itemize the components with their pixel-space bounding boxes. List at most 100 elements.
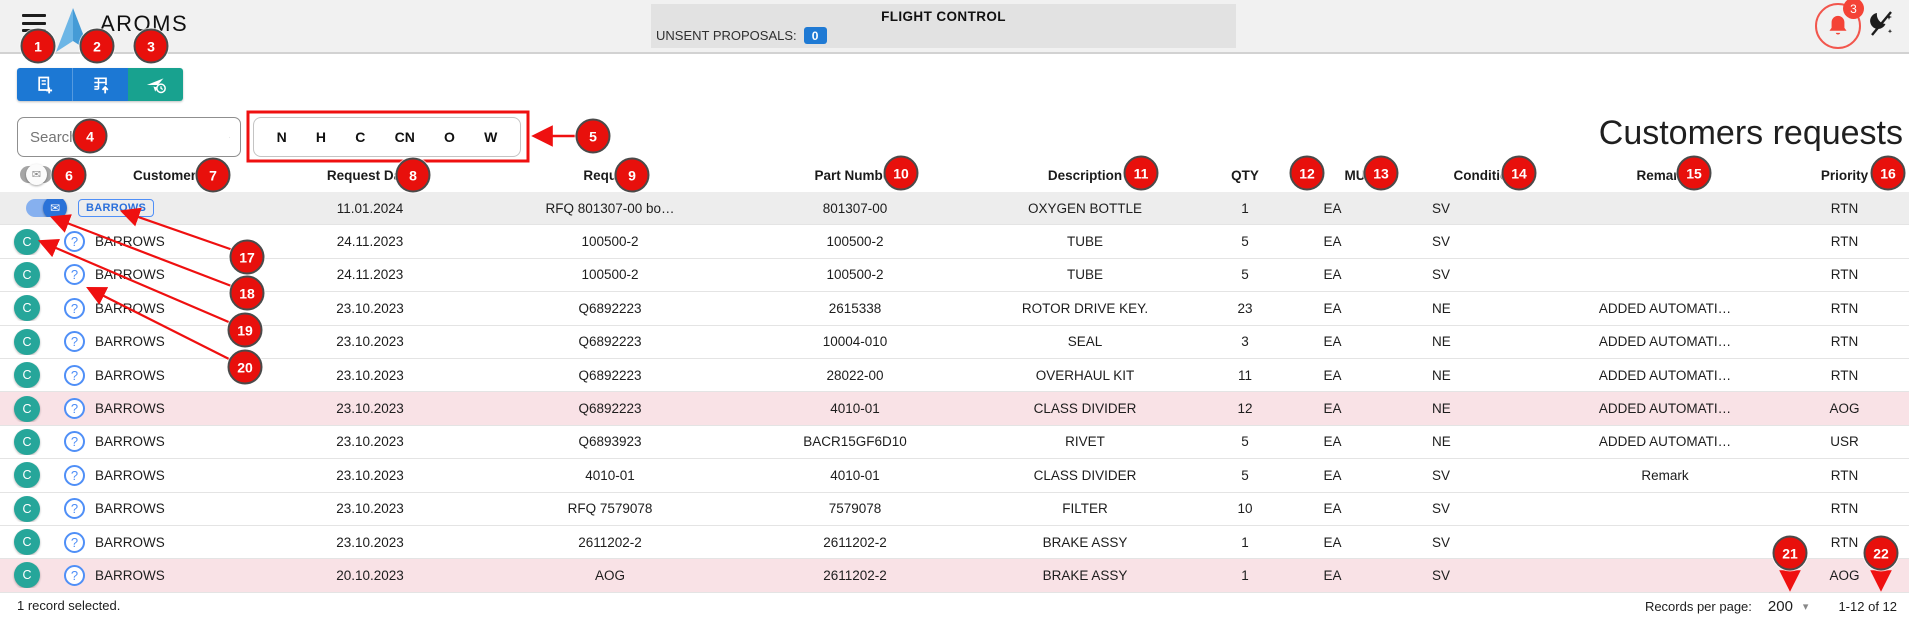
description-cell: BRAKE ASSY <box>1042 567 1128 583</box>
column-header-request[interactable]: Request <box>510 168 710 183</box>
table-row[interactable]: C? BARROWS 23.10.2023 4010-01 4010-01 CLASS D… <box>0 459 1909 493</box>
table-row[interactable]: C? BARROWS 23.10.2023 RFQ 7579078 7579078 FIL… <box>0 492 1909 526</box>
help-icon[interactable]: ? <box>64 331 85 353</box>
column-header-request-date[interactable]: Request Date <box>230 168 510 183</box>
condition-cell: SV <box>1432 234 1451 250</box>
table-row[interactable]: C? BARROWS 23.10.2023 Q6893923 BACR15GF6D10 R… <box>0 425 1909 460</box>
table-row[interactable]: C? BARROWS 23.10.2023 Q6892223 28022-00 OVERH… <box>0 358 1909 393</box>
customer-chip[interactable]: BARROWS <box>78 199 155 218</box>
add-request-button[interactable] <box>17 68 72 101</box>
remarks-cell: ADDED AUTOMATI… <box>1598 334 1732 350</box>
request-cell: RFQ 7579078 <box>567 501 653 517</box>
customer-status-badge: C <box>14 495 40 522</box>
filter-letter-H[interactable]: H <box>315 129 327 145</box>
customer-status-badge: C <box>14 395 40 422</box>
records-per-page-select[interactable]: 200 ▾ <box>1767 597 1809 615</box>
customer-cell: C? BARROWS <box>0 395 230 422</box>
filter-letter-N[interactable]: N <box>276 129 287 145</box>
annotation-badge-13: 13 <box>1363 155 1399 191</box>
request-date-cell: 23.10.2023 <box>336 434 404 450</box>
filter-letter-C[interactable]: C <box>355 129 366 145</box>
table-row[interactable]: C? BARROWS 24.11.2023 100500-2 100500-2 TUBE 5… <box>0 225 1909 259</box>
column-header-customer[interactable]: Customer <box>0 168 230 183</box>
send-history-button[interactable] <box>128 68 183 101</box>
help-icon[interactable]: ? <box>64 464 85 486</box>
envelope-icon: ✉ <box>26 164 47 185</box>
pagination-range: 1-12 of 12 <box>1838 598 1897 614</box>
request-date-cell: 23.10.2023 <box>336 334 404 350</box>
column-header-part-number[interactable]: Part Number <box>710 168 1000 183</box>
mu-cell: EA <box>1323 401 1342 417</box>
help-icon[interactable]: ? <box>64 531 85 553</box>
table-body: ✉ BARROWS 11.01.2024 RFQ 801307-00 bo… 80130… <box>0 192 1909 593</box>
mu-cell: EA <box>1323 501 1342 517</box>
help-icon[interactable]: ? <box>64 398 85 420</box>
table-row[interactable]: C? BARROWS 20.10.2023 AOG 2611202-2 BRAKE ASS… <box>0 559 1909 593</box>
mu-cell: EA <box>1323 567 1342 583</box>
customer-cell: C? BARROWS <box>0 362 230 389</box>
search-icon[interactable] <box>229 127 230 148</box>
request-cell: Q6892223 <box>578 300 642 316</box>
help-icon[interactable]: ? <box>64 498 85 520</box>
remarks-cell: ADDED AUTOMATI… <box>1598 401 1732 417</box>
table-row[interactable]: C? BARROWS 23.10.2023 2611202-2 2611202-2 BRA… <box>0 525 1909 560</box>
part-number-cell: 2611202-2 <box>823 567 887 583</box>
qty-cell: 5 <box>1241 267 1249 283</box>
customer-cell: C? BARROWS <box>0 495 230 522</box>
column-header-label: Part Number <box>814 168 896 183</box>
column-header-description[interactable]: Description <box>1000 168 1170 183</box>
column-header-condition[interactable]: Condition <box>1390 168 1580 183</box>
customer-status-badge: C <box>14 562 40 589</box>
table-row[interactable]: ✉ BARROWS 11.01.2024 RFQ 801307-00 bo… 80130… <box>0 192 1909 226</box>
customer-cell: C? BARROWS <box>0 328 230 355</box>
column-header-priority[interactable]: Priority <box>1750 168 1909 183</box>
help-icon[interactable]: ? <box>64 364 85 386</box>
mu-cell: EA <box>1323 367 1342 383</box>
qty-cell: 3 <box>1241 334 1249 350</box>
column-header-remarks[interactable]: Remarks <box>1580 168 1750 183</box>
priority-cell: USR <box>1830 434 1859 450</box>
top-bar: AROMS FLIGHT CONTROL UNSENT PROPOSALS: 0… <box>0 0 1909 54</box>
annotation-badge-21: 21 <box>1772 535 1808 571</box>
column-header-label: QTY <box>1231 168 1259 183</box>
help-icon[interactable]: ? <box>64 431 85 453</box>
import-table-button[interactable] <box>72 68 128 101</box>
table-row[interactable]: C? BARROWS 23.10.2023 Q6892223 10004-010 SEAL… <box>0 325 1909 359</box>
search-input[interactable] <box>18 128 229 146</box>
column-header-label: Description <box>1047 168 1123 183</box>
filter-letter-CN[interactable]: CN <box>394 129 415 145</box>
document-plus-icon <box>37 76 52 93</box>
help-icon[interactable]: ? <box>64 297 85 319</box>
request-cell: Q6892223 <box>578 367 642 383</box>
part-number-cell: 7579078 <box>828 501 882 517</box>
help-icon[interactable]: ? <box>64 264 85 286</box>
qty-cell: 1 <box>1241 200 1249 216</box>
annotation-badge-7: 7 <box>195 157 231 193</box>
notifications-button[interactable] <box>1815 3 1861 49</box>
filter-letter-O[interactable]: O <box>444 129 455 145</box>
table-row[interactable]: C? BARROWS 24.11.2023 100500-2 100500-2 TUBE 5… <box>0 258 1909 293</box>
mu-cell: EA <box>1323 434 1342 450</box>
description-cell: BRAKE ASSY <box>1042 534 1128 550</box>
column-header-qty[interactable]: QTY <box>1170 168 1320 183</box>
qty-cell: 11 <box>1237 367 1252 383</box>
email-toggle-on[interactable]: ✉ <box>26 199 67 218</box>
table-row[interactable]: C? BARROWS 23.10.2023 Q6892223 4010-01 CLASS … <box>0 392 1909 426</box>
priority-cell: RTN <box>1830 267 1859 283</box>
annotation-badge-14: 14 <box>1501 155 1537 191</box>
column-header-mu[interactable]: MU <box>1320 168 1390 183</box>
annotation-badge-2: 2 <box>79 28 115 64</box>
description-cell: SEAL <box>1067 334 1103 350</box>
help-icon[interactable]: ? <box>64 564 85 586</box>
request-cell: 4010-01 <box>585 467 635 483</box>
filter-letter-W[interactable]: W <box>484 129 498 145</box>
theme-toggle-icon[interactable] <box>1866 9 1896 39</box>
email-filter-toggle[interactable]: ✉ <box>20 164 52 185</box>
mu-cell: EA <box>1323 334 1342 350</box>
priority-cell: RTN <box>1830 334 1859 350</box>
customer-status-badge: C <box>14 228 40 255</box>
help-icon[interactable]: ? <box>64 231 85 253</box>
table-row[interactable]: C? BARROWS 23.10.2023 Q6892223 2615338 ROTOR … <box>0 292 1909 326</box>
request-cell: 100500-2 <box>581 234 639 250</box>
